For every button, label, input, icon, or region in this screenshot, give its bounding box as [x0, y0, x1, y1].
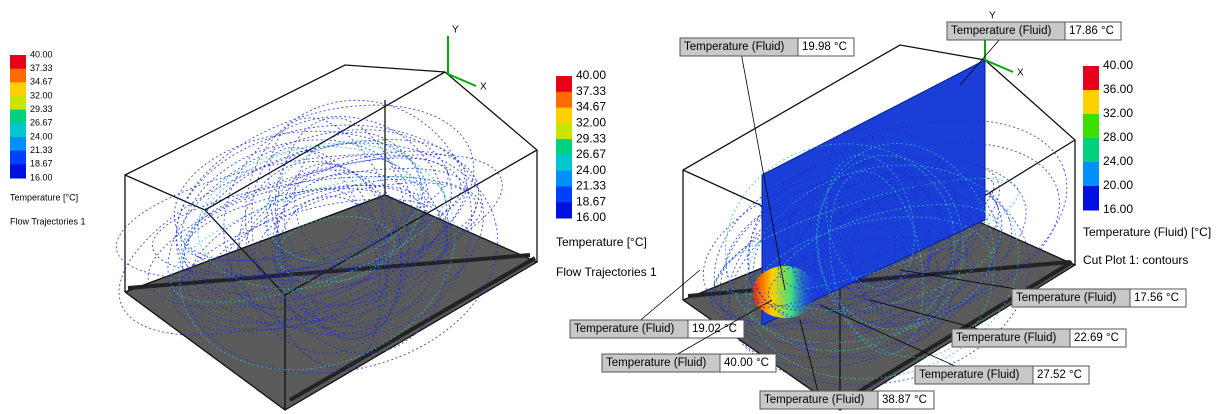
- legend-tick-label: 16.00: [30, 172, 53, 182]
- axis-arrow: [448, 74, 476, 86]
- probe-value: 27.52 °C: [1037, 369, 1082, 381]
- color-band: [1083, 114, 1099, 139]
- legend-tick-label: 21.33: [30, 145, 53, 155]
- color-band: [10, 69, 26, 83]
- legend-tick-label: 24.00: [30, 131, 53, 141]
- probe-name: Temperature (Fluid): [1016, 292, 1117, 304]
- probe-name: Temperature (Fluid): [956, 332, 1057, 344]
- legend-tick-label: 40.00: [1103, 58, 1133, 72]
- color-band: [556, 76, 572, 92]
- legend-tick-label: 29.33: [30, 104, 53, 114]
- probe-name: Temperature (Fluid): [574, 323, 675, 335]
- legend-tick-label: 32.00: [1103, 106, 1133, 120]
- color-band: [1083, 66, 1099, 91]
- color-band: [10, 137, 26, 151]
- axis-label: Y: [989, 11, 996, 22]
- color-band: [1083, 138, 1099, 163]
- probe-name: Temperature (Fluid): [951, 25, 1052, 37]
- legend-tick-label: 18.67: [576, 194, 606, 208]
- probe-value: 40.00 °C: [724, 357, 769, 369]
- probe-value: 17.56 °C: [1134, 292, 1179, 304]
- legend-plot: Flow Trajectories 1: [556, 265, 657, 279]
- legend-tick-label: 32.00: [30, 90, 53, 100]
- color-band: [556, 171, 572, 187]
- probe-name: Temperature (Fluid): [684, 41, 785, 53]
- color-band: [556, 139, 572, 155]
- legend-plot: Flow Trajectories 1: [10, 216, 86, 226]
- color-band: [556, 92, 572, 108]
- legend-tick-label: 21.33: [576, 179, 606, 193]
- legend-tick-label: 16.00: [576, 210, 606, 224]
- legend-tick-label: 34.67: [30, 77, 53, 87]
- probe-value: 38.87 °C: [882, 394, 927, 406]
- legend-tick-label: 32.00: [576, 116, 606, 130]
- color-band: [10, 123, 26, 137]
- box-edge: [205, 72, 445, 210]
- color-band: [556, 155, 572, 171]
- legend-quantity: Temperature [°C]: [556, 235, 647, 249]
- scene: 40.0037.3334.6732.0029.3326.6724.0021.33…: [0, 0, 1222, 414]
- probe-value: 22.69 °C: [1074, 332, 1119, 344]
- color-band: [556, 202, 572, 218]
- legend-tick-label: 29.33: [576, 131, 606, 145]
- axis-arrow: [985, 60, 1013, 72]
- probe-name: Temperature (Fluid): [606, 357, 707, 369]
- legend-tick-label: 26.67: [576, 147, 606, 161]
- legend-quantity: Temperature [°C]: [10, 192, 78, 202]
- legend-quantity: Temperature (Fluid) [°C]: [1083, 225, 1211, 239]
- axis-label: Y: [452, 25, 459, 36]
- legend-tick-label: 40.00: [576, 68, 606, 82]
- legend-tick-label: 26.67: [30, 118, 53, 128]
- color-band: [556, 186, 572, 202]
- color-band: [10, 82, 26, 96]
- color-band: [1083, 162, 1099, 187]
- color-band: [1083, 90, 1099, 115]
- probe-name: Temperature (Fluid): [919, 369, 1020, 381]
- axis-label: X: [1017, 68, 1024, 79]
- legend-tick-label: 24.00: [1103, 154, 1133, 168]
- annotations: 40.0037.3334.6732.0029.3326.6724.0021.33…: [10, 11, 1211, 409]
- color-band: [10, 151, 26, 165]
- probe-value: 17.86 °C: [1069, 25, 1114, 37]
- color-band: [10, 164, 26, 178]
- legend-tick-label: 36.00: [1103, 82, 1133, 96]
- color-band: [556, 123, 572, 139]
- legend-plot: Cut Plot 1: contours: [1083, 253, 1188, 267]
- legend-tick-label: 37.33: [30, 63, 53, 73]
- legend-tick-label: 20.00: [1103, 178, 1133, 192]
- legend-tick-label: 37.33: [576, 84, 606, 98]
- legend-tick-label: 24.00: [576, 163, 606, 177]
- legend-tick-label: 18.67: [30, 159, 53, 169]
- probe-value: 19.98 °C: [802, 41, 847, 53]
- color-band: [10, 55, 26, 69]
- color-band: [556, 108, 572, 124]
- legend-tick-label: 34.67: [576, 100, 606, 114]
- color-band: [1083, 186, 1099, 211]
- color-band: [10, 110, 26, 124]
- legend-tick-label: 16.00: [1103, 202, 1133, 216]
- legend-tick-label: 28.00: [1103, 130, 1133, 144]
- probe-name: Temperature (Fluid): [764, 394, 865, 406]
- legend-tick-label: 40.00: [30, 49, 53, 59]
- color-band: [10, 96, 26, 110]
- axis-label: X: [480, 82, 487, 93]
